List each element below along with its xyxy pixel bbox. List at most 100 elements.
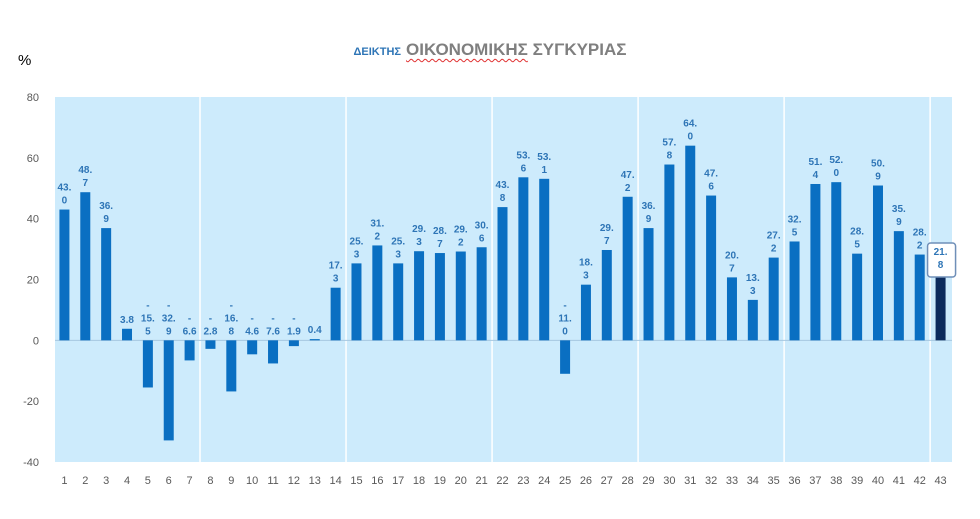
data-label: 25.: [391, 236, 405, 247]
bar: [288, 340, 299, 347]
data-label: 7: [83, 178, 89, 189]
x-tick-label: 3: [103, 475, 109, 487]
data-label: 3: [395, 249, 401, 260]
x-tick-label: 17: [392, 475, 404, 487]
chart-title-word-1: ΟΙΚΟΝΟΜΙΚΗΣ: [406, 40, 528, 59]
bar: [372, 245, 383, 341]
data-label: 0: [833, 168, 839, 179]
x-tick-label: 28: [622, 475, 634, 487]
x-tick-label: 37: [809, 475, 821, 487]
data-label: 52.: [829, 155, 843, 166]
x-tick-label: 11: [267, 475, 278, 487]
x-tick-label: 40: [872, 475, 884, 487]
chart-title: ΔΕΙΚΤΗΣ ΟΙΚΟΝΟΜΙΚΗΣ ΣΥΓΚΥΡΙΑΣ: [0, 40, 980, 60]
data-label: 8: [500, 193, 506, 204]
data-label: 16.: [224, 313, 238, 324]
data-label: 0.4: [308, 325, 322, 336]
data-label: 48.: [78, 165, 92, 176]
bar: [351, 263, 362, 341]
data-label: 36.: [642, 201, 656, 212]
x-tick-label: 34: [747, 475, 759, 487]
bar: [852, 253, 863, 341]
bar: [726, 277, 737, 341]
y-tick-label: 20: [27, 275, 39, 287]
data-label: 51.: [808, 157, 822, 168]
data-label: 0: [62, 196, 68, 207]
x-tick-label: 25: [559, 475, 571, 487]
x-tick-label: 41: [893, 475, 905, 487]
bar: [601, 249, 612, 341]
data-label: -: [167, 300, 170, 311]
bar: [914, 254, 925, 341]
bar: [831, 182, 842, 341]
data-label: 4: [813, 170, 819, 181]
bar: [622, 196, 633, 341]
x-tick-label: 29: [642, 475, 654, 487]
x-tick-label: 19: [434, 475, 446, 487]
x-tick-label: 24: [538, 475, 550, 487]
x-tick-label: 14: [329, 475, 341, 487]
data-label: 0: [562, 326, 568, 337]
data-label: 36.: [99, 201, 113, 212]
x-tick-label: 31: [684, 475, 696, 487]
y-tick-label: 40: [27, 214, 39, 226]
bar: [643, 228, 654, 341]
data-label: 17.: [329, 261, 343, 272]
data-label: -: [209, 313, 212, 324]
data-label: 6: [521, 163, 527, 174]
data-label: 28.: [850, 227, 864, 238]
data-label: 5: [145, 326, 151, 337]
data-label: 0: [687, 132, 693, 143]
data-label: 20.: [725, 250, 739, 261]
bar: [80, 192, 91, 341]
bar: [580, 284, 591, 341]
x-tick-label: 27: [601, 475, 613, 487]
data-label: -: [292, 313, 295, 324]
bar: [59, 209, 70, 341]
data-label: 29.: [600, 223, 614, 234]
data-label: 43.: [496, 180, 510, 191]
x-tick-label: 22: [496, 475, 508, 487]
data-label: 9: [103, 214, 109, 225]
data-label: 29.: [454, 225, 468, 236]
bar: [539, 178, 550, 341]
x-tick-label: 12: [288, 475, 300, 487]
data-label: 35.: [892, 204, 906, 215]
data-label: 6: [479, 233, 485, 244]
x-tick-label: 33: [726, 475, 738, 487]
data-label: 7: [729, 263, 735, 274]
chart-title-prefix: ΔΕΙΚΤΗΣ: [353, 46, 402, 58]
data-label: 9: [896, 217, 902, 228]
highlight-label-box: [926, 242, 957, 278]
data-label: 3: [416, 237, 422, 248]
data-label: 57.: [662, 138, 676, 149]
x-tick-label: 8: [207, 475, 213, 487]
data-label: 3: [354, 249, 360, 260]
x-tick-label: 36: [788, 475, 800, 487]
data-label: 1: [541, 165, 547, 176]
data-label: 50.: [871, 159, 885, 170]
x-tick-label: 20: [455, 475, 467, 487]
bar: [685, 145, 696, 341]
bar: [893, 231, 904, 341]
data-label: 2: [917, 241, 923, 252]
bar: [518, 177, 529, 341]
bar: [393, 263, 404, 341]
data-label: -: [251, 313, 254, 324]
data-label: 3: [750, 286, 756, 297]
bar: [330, 287, 341, 341]
chart-title-word-2: ΣΥΓΚΥΡΙΑΣ: [532, 40, 627, 59]
bar: [122, 328, 133, 341]
bar: [497, 207, 508, 341]
data-label: 29.: [412, 224, 426, 235]
data-label: 9: [646, 214, 652, 225]
data-label: 6.6: [183, 326, 197, 337]
data-label: 27.: [767, 231, 781, 242]
data-label: 7: [437, 239, 443, 250]
data-label: 53.: [516, 150, 530, 161]
bar: [768, 257, 779, 341]
data-label: -: [188, 313, 191, 324]
x-tick-label: 4: [124, 475, 130, 487]
x-tick-label: 1: [61, 475, 67, 487]
